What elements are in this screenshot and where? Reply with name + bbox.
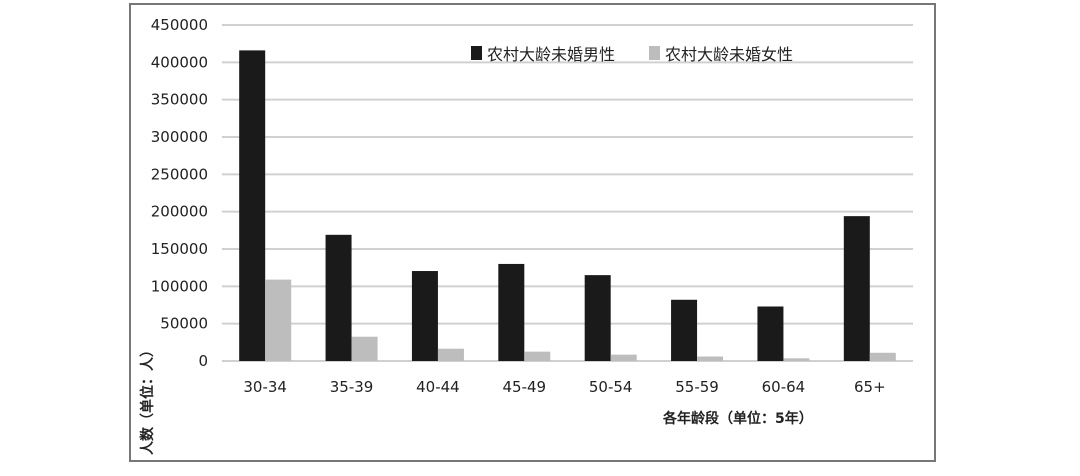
y-tick-label: 250000 [151,165,208,183]
legend-label: 农村大龄未婚女性 [665,45,793,64]
bar-male [411,271,438,361]
y-tick-label: 50000 [160,315,208,333]
legend-swatch [471,46,482,60]
x-axis-title: 各年龄段（单位：5年） [662,410,813,427]
bar-female [351,336,378,361]
x-tick-label: 35-39 [330,378,374,396]
bar-male [498,263,525,361]
y-tick-label: 100000 [151,277,208,295]
bar-female [265,279,292,361]
x-tick-label: 30-34 [243,378,287,396]
bar-female [783,358,810,361]
y-tick-label: 350000 [151,91,208,109]
x-tick-label: 65+ [854,378,886,396]
legend-swatch [649,46,660,60]
y-tick-label: 450000 [151,16,208,34]
chart-frame [129,3,936,462]
legend-label: 农村大龄未婚男性 [487,45,615,64]
bar-male [239,50,266,362]
bar-male [843,216,870,361]
x-tick-label: 60-64 [762,378,806,396]
bar-female [524,351,551,361]
x-tick-label: 50-54 [589,378,633,396]
bar-female [697,356,724,361]
x-tick-label: 40-44 [416,378,460,396]
bar-male [584,275,611,361]
x-tick-label: 45-49 [503,378,547,396]
y-tick-label: 200000 [151,203,208,221]
bar-male [757,306,784,361]
bar-male [671,299,698,361]
x-tick-label: 55-59 [675,378,719,396]
bar-male [325,234,352,361]
y-tick-label: 400000 [151,53,208,71]
y-tick-label: 300000 [151,128,208,146]
bar-female [869,352,896,361]
y-axis-title: 人数（单位：人） [139,343,156,455]
bar-female [437,348,464,361]
y-tick-label: 150000 [151,240,208,258]
y-tick-label: 0 [198,352,208,370]
bar-female [610,354,637,361]
